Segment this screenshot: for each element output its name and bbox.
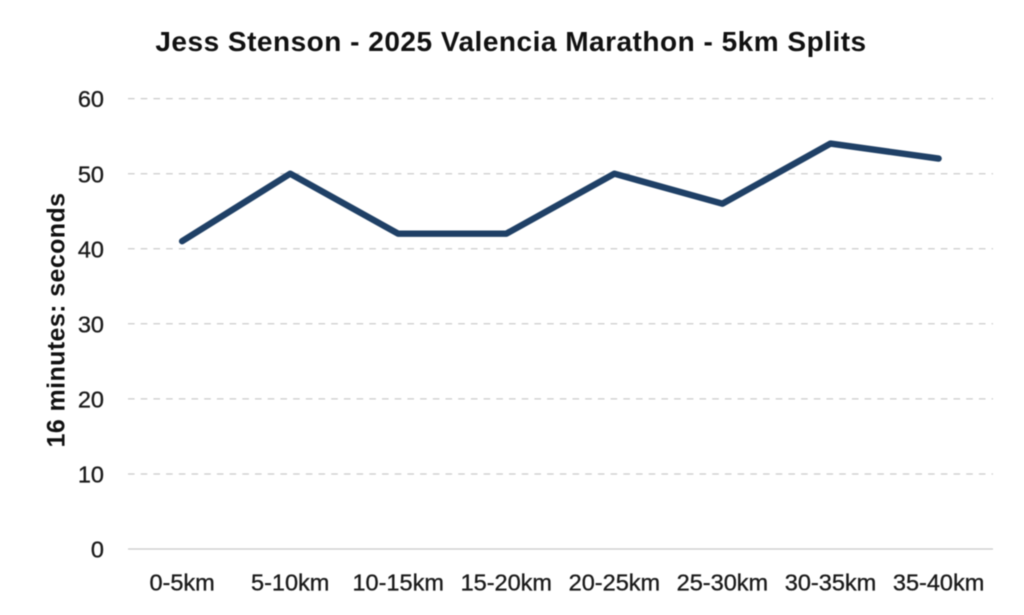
- svg-text:10: 10: [78, 462, 104, 488]
- svg-text:30: 30: [78, 311, 104, 337]
- svg-text:0: 0: [91, 537, 104, 563]
- svg-text:0-5km: 0-5km: [149, 570, 214, 596]
- svg-text:16 minutes: seconds: 16 minutes: seconds: [43, 193, 71, 448]
- svg-text:Jess Stenson - 2025 Valencia M: Jess Stenson - 2025 Valencia Marathon - …: [155, 26, 866, 57]
- svg-text:25-30km: 25-30km: [677, 570, 768, 596]
- svg-text:20-25km: 20-25km: [569, 570, 660, 596]
- svg-text:40: 40: [78, 236, 104, 262]
- svg-text:15-20km: 15-20km: [461, 570, 552, 596]
- svg-text:60: 60: [78, 86, 104, 112]
- svg-text:20: 20: [78, 387, 104, 413]
- svg-text:30-35km: 30-35km: [785, 570, 876, 596]
- svg-text:35-40km: 35-40km: [893, 570, 984, 596]
- svg-text:10-15km: 10-15km: [352, 570, 443, 596]
- svg-text:5-10km: 5-10km: [251, 570, 329, 596]
- svg-text:50: 50: [78, 161, 104, 187]
